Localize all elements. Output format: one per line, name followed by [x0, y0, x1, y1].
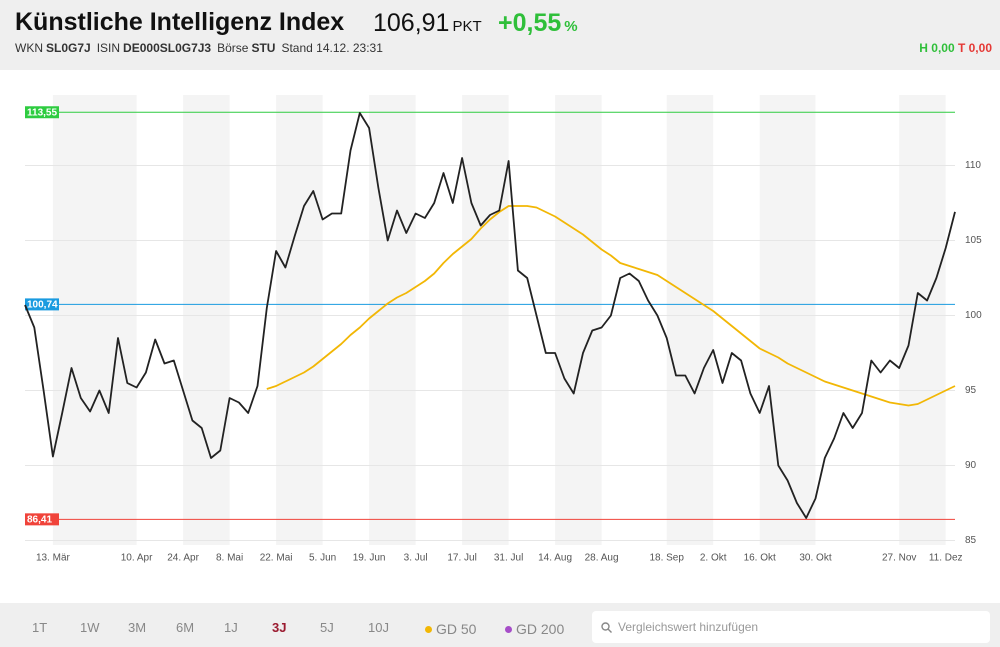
- timeframe-button[interactable]: 1W: [80, 620, 100, 635]
- info-value: STU: [251, 41, 276, 55]
- y-tick-label: 90: [965, 460, 977, 471]
- y-tick-label: 105: [965, 235, 982, 246]
- series-line: [266, 205, 956, 407]
- chart: 85 90 95 100 105 110 13. Mär 10. Apr 24. Apr 8. M…: [24, 95, 982, 564]
- stripe: [759, 95, 816, 545]
- y-tick-label: 95: [965, 385, 977, 396]
- legend-label: GD 50: [436, 621, 477, 637]
- x-tick-label: 24. Apr: [167, 553, 199, 564]
- x-tick-label: 18. Sep: [649, 553, 684, 564]
- timeframe-button[interactable]: 1J: [224, 620, 238, 635]
- timeframe-button[interactable]: 5J: [320, 620, 334, 635]
- x-tick-label: 11. Dez: [929, 553, 963, 564]
- x-tick-label: 5. Jun: [309, 553, 336, 564]
- x-tick-label: 31. Jul: [494, 553, 523, 564]
- average-toggle[interactable]: GD 50: [425, 621, 476, 637]
- x-tick-label: 14. Aug: [538, 553, 572, 564]
- stripe: [666, 95, 714, 545]
- stripe: [899, 95, 946, 545]
- timeframe-button[interactable]: 3M: [128, 620, 147, 635]
- search-icon: [601, 622, 612, 633]
- timeframe-button[interactable]: 6M: [176, 620, 195, 635]
- info-value: DE000SL0G7J3: [123, 41, 212, 55]
- stripe: [462, 95, 509, 545]
- price-unit: PKT: [452, 18, 482, 35]
- change-value: +0,55: [498, 9, 562, 37]
- stripe: [555, 95, 602, 545]
- stripe: [276, 95, 323, 545]
- x-tick-label: 10. Apr: [121, 553, 153, 564]
- x-tick-label: 2. Okt: [700, 553, 727, 564]
- reference-label-bg: [25, 513, 59, 526]
- price-value: 106,91: [373, 9, 450, 37]
- timeframe-button[interactable]: 10J: [368, 620, 389, 635]
- stripe: [369, 95, 416, 545]
- reference-label-bg: [25, 106, 59, 119]
- legend-dot: [505, 626, 512, 633]
- x-tick-label: 16. Okt: [744, 553, 776, 564]
- x-tick-label: 22. Mai: [260, 553, 293, 564]
- footer: Vergleichswert hinzufügen 1T 1W 3M 6M 1J 3J 5J…: [0, 603, 1000, 647]
- reference-label: 100,74: [27, 300, 58, 311]
- y-tick-label: 85: [965, 535, 977, 546]
- y-tick-label: 100: [965, 310, 982, 321]
- info-line: WKN SL0G7J ISIN DE000SL0G7J3 Börse STU Stand 1…: [15, 41, 383, 55]
- high-low: H 0,00 T 0,00: [919, 41, 992, 55]
- high: H 0,00: [919, 41, 955, 55]
- low: T 0,00: [957, 41, 992, 55]
- x-tick-label: 30. Okt: [799, 553, 831, 564]
- x-tick-label: 3. Jul: [404, 553, 428, 564]
- info-label: Börse: [217, 41, 249, 55]
- x-tick-label: 19. Jun: [353, 553, 386, 564]
- y-tick-label: 110: [965, 160, 981, 171]
- reference-label: 86,41: [27, 514, 52, 525]
- timeframe-button[interactable]: 3J: [272, 620, 287, 635]
- timeframe-button[interactable]: 1T: [32, 620, 48, 635]
- search-box[interactable]: Vergleichswert hinzufügen: [592, 611, 990, 643]
- info-value: SL0G7J: [46, 41, 91, 55]
- change: +0,55%: [498, 9, 578, 38]
- search-placeholder: Vergleichswert hinzufügen: [618, 620, 759, 634]
- average-toggle[interactable]: GD 200: [505, 621, 564, 637]
- index-title: Künstliche Intelligenz Index: [15, 8, 345, 36]
- header: Künstliche Intelligenz Index 106,91 PKT +…: [0, 0, 1000, 70]
- reference-label-bg: [25, 298, 59, 311]
- series-line: [24, 112, 956, 519]
- reference-label: 113,55: [27, 107, 57, 118]
- x-tick-label: 28. Aug: [585, 553, 619, 564]
- x-tick-label: 17. Jul: [447, 553, 476, 564]
- x-tick-label: 27. Nov: [882, 553, 916, 564]
- stand: Stand 14.12. 23:31: [281, 41, 383, 55]
- info-label: ISIN: [96, 41, 121, 55]
- change-unit: %: [564, 18, 578, 35]
- stripe: [52, 95, 137, 545]
- stripe: [183, 95, 230, 545]
- x-tick-label: 13. Mär: [36, 553, 71, 564]
- x-tick-label: 8. Mai: [216, 553, 243, 564]
- info-label: WKN: [15, 41, 43, 55]
- legend-dot: [425, 626, 432, 633]
- legend-label: GD 200: [516, 621, 565, 637]
- price: 106,91 PKT: [373, 9, 482, 38]
